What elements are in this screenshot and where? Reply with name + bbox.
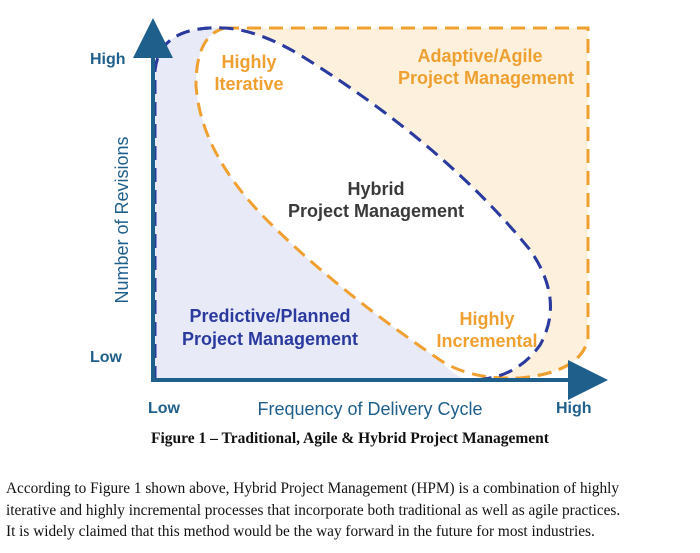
hybrid-label-line1: Hybrid xyxy=(347,179,404,199)
incremental-label-line2: Incremental xyxy=(436,331,537,351)
paragraph-line: iterative and highly incremental process… xyxy=(6,501,621,519)
project-management-diagram: High Low Number of Revisions Low Frequen… xyxy=(90,18,608,419)
y-axis-high-label: High xyxy=(90,51,126,68)
adaptive-label-line2: Project Management xyxy=(398,68,574,88)
incremental-label-line1: Highly xyxy=(459,309,514,329)
x-axis-title: Frequency of Delivery Cycle xyxy=(257,399,482,419)
adaptive-label-line1: Adaptive/Agile xyxy=(417,46,542,66)
x-axis-high-label: High xyxy=(556,400,592,417)
body-paragraph: According to Figure 1 shown above, Hybri… xyxy=(6,478,694,543)
iterative-label-line2: Iterative xyxy=(214,74,283,94)
y-axis-title: Number of Revisions xyxy=(112,136,132,303)
predictive-outline xyxy=(153,26,552,382)
y-axis-low-label: Low xyxy=(90,349,123,366)
hybrid-region xyxy=(196,28,551,380)
adaptive-outline xyxy=(194,26,590,380)
figure-caption: Figure 1 – Traditional, Agile & Hybrid P… xyxy=(151,430,549,447)
predictive-label-line2: Project Management xyxy=(182,329,358,349)
paragraph-line: According to Figure 1 shown above, Hybri… xyxy=(6,480,620,497)
x-axis-low-label: Low xyxy=(148,400,181,417)
iterative-label-line1: Highly xyxy=(221,52,276,72)
predictive-label-line1: Predictive/Planned xyxy=(189,306,350,326)
paragraph-line: It is widely claimed that this method wo… xyxy=(6,523,595,541)
hybrid-label-line2: Project Management xyxy=(288,201,464,221)
